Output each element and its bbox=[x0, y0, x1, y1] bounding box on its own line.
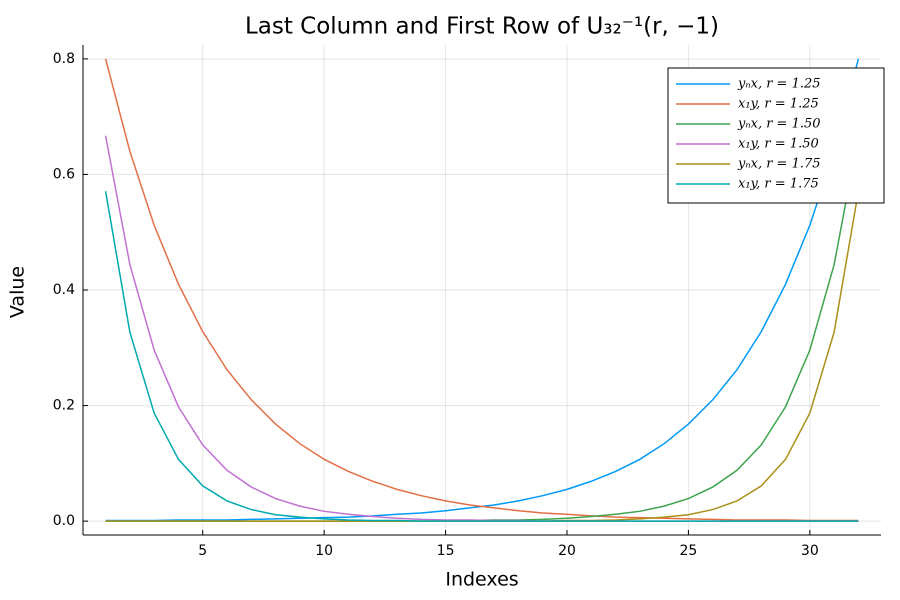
legend-label: yₙx, r = 1.25 bbox=[737, 77, 821, 92]
legend-label: yₙx, r = 1.50 bbox=[737, 117, 821, 132]
y-axis-label: Value bbox=[7, 266, 29, 318]
legend-label: x₁y, r = 1.75 bbox=[738, 177, 819, 192]
series-line bbox=[104, 58, 859, 522]
x-tick-label: 30 bbox=[801, 543, 819, 559]
legend: yₙx, r = 1.25 x₁y, r = 1.25 yₙx, r = 1.50 x… bbox=[667, 67, 885, 204]
series-line bbox=[104, 191, 859, 522]
legend-label: x₁y, r = 1.25 bbox=[738, 97, 819, 112]
x-tick-label: 25 bbox=[680, 543, 698, 559]
y-tick-label: 0.6 bbox=[53, 166, 75, 182]
x-tick-label: 5 bbox=[198, 543, 207, 559]
x-tick-label: 15 bbox=[437, 543, 455, 559]
x-tick-label: 20 bbox=[558, 543, 576, 559]
y-tick-label: 0.8 bbox=[53, 51, 75, 67]
y-tick-label: 0.2 bbox=[53, 398, 75, 414]
legend-label: x₁y, r = 1.50 bbox=[738, 137, 819, 152]
y-tick-label: 0.0 bbox=[53, 513, 75, 529]
x-axis-label: Indexes bbox=[445, 569, 518, 591]
legend-label: yₙx, r = 1.75 bbox=[737, 157, 821, 172]
x-tick-label: 10 bbox=[315, 543, 333, 559]
chart-title: Last Column and First Row of U₃₂⁻¹(r, −1… bbox=[245, 14, 719, 40]
legend-box bbox=[667, 67, 885, 204]
y-tick-label: 0.4 bbox=[53, 282, 75, 298]
